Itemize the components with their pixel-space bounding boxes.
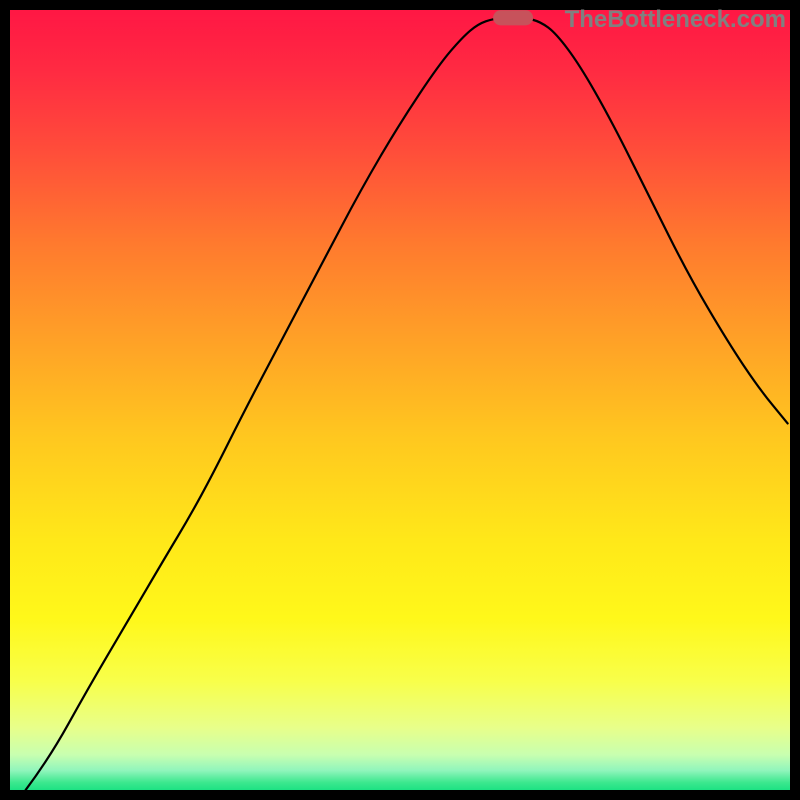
optimal-point-marker (494, 11, 533, 25)
attribution-text: TheBottleneck.com (565, 6, 786, 34)
chart-container: TheBottleneck.com (0, 0, 800, 800)
bottleneck-chart (10, 10, 790, 790)
gradient-background (10, 10, 790, 790)
